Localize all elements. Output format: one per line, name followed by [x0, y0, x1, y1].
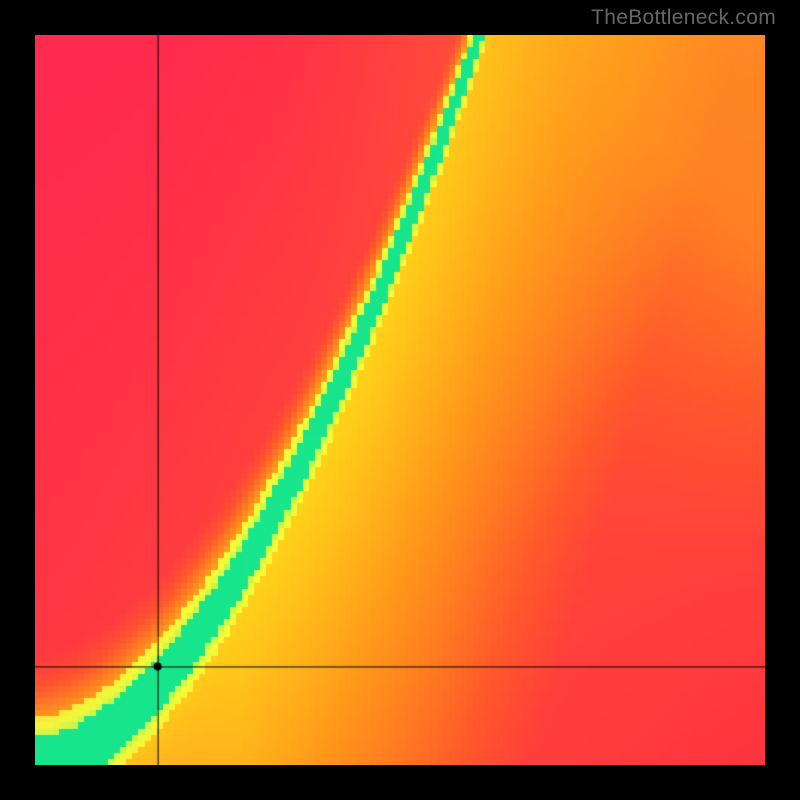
watermark-text: TheBottleneck.com: [591, 6, 776, 30]
heatmap-canvas: [35, 35, 765, 765]
heatmap-plot: [35, 35, 765, 765]
